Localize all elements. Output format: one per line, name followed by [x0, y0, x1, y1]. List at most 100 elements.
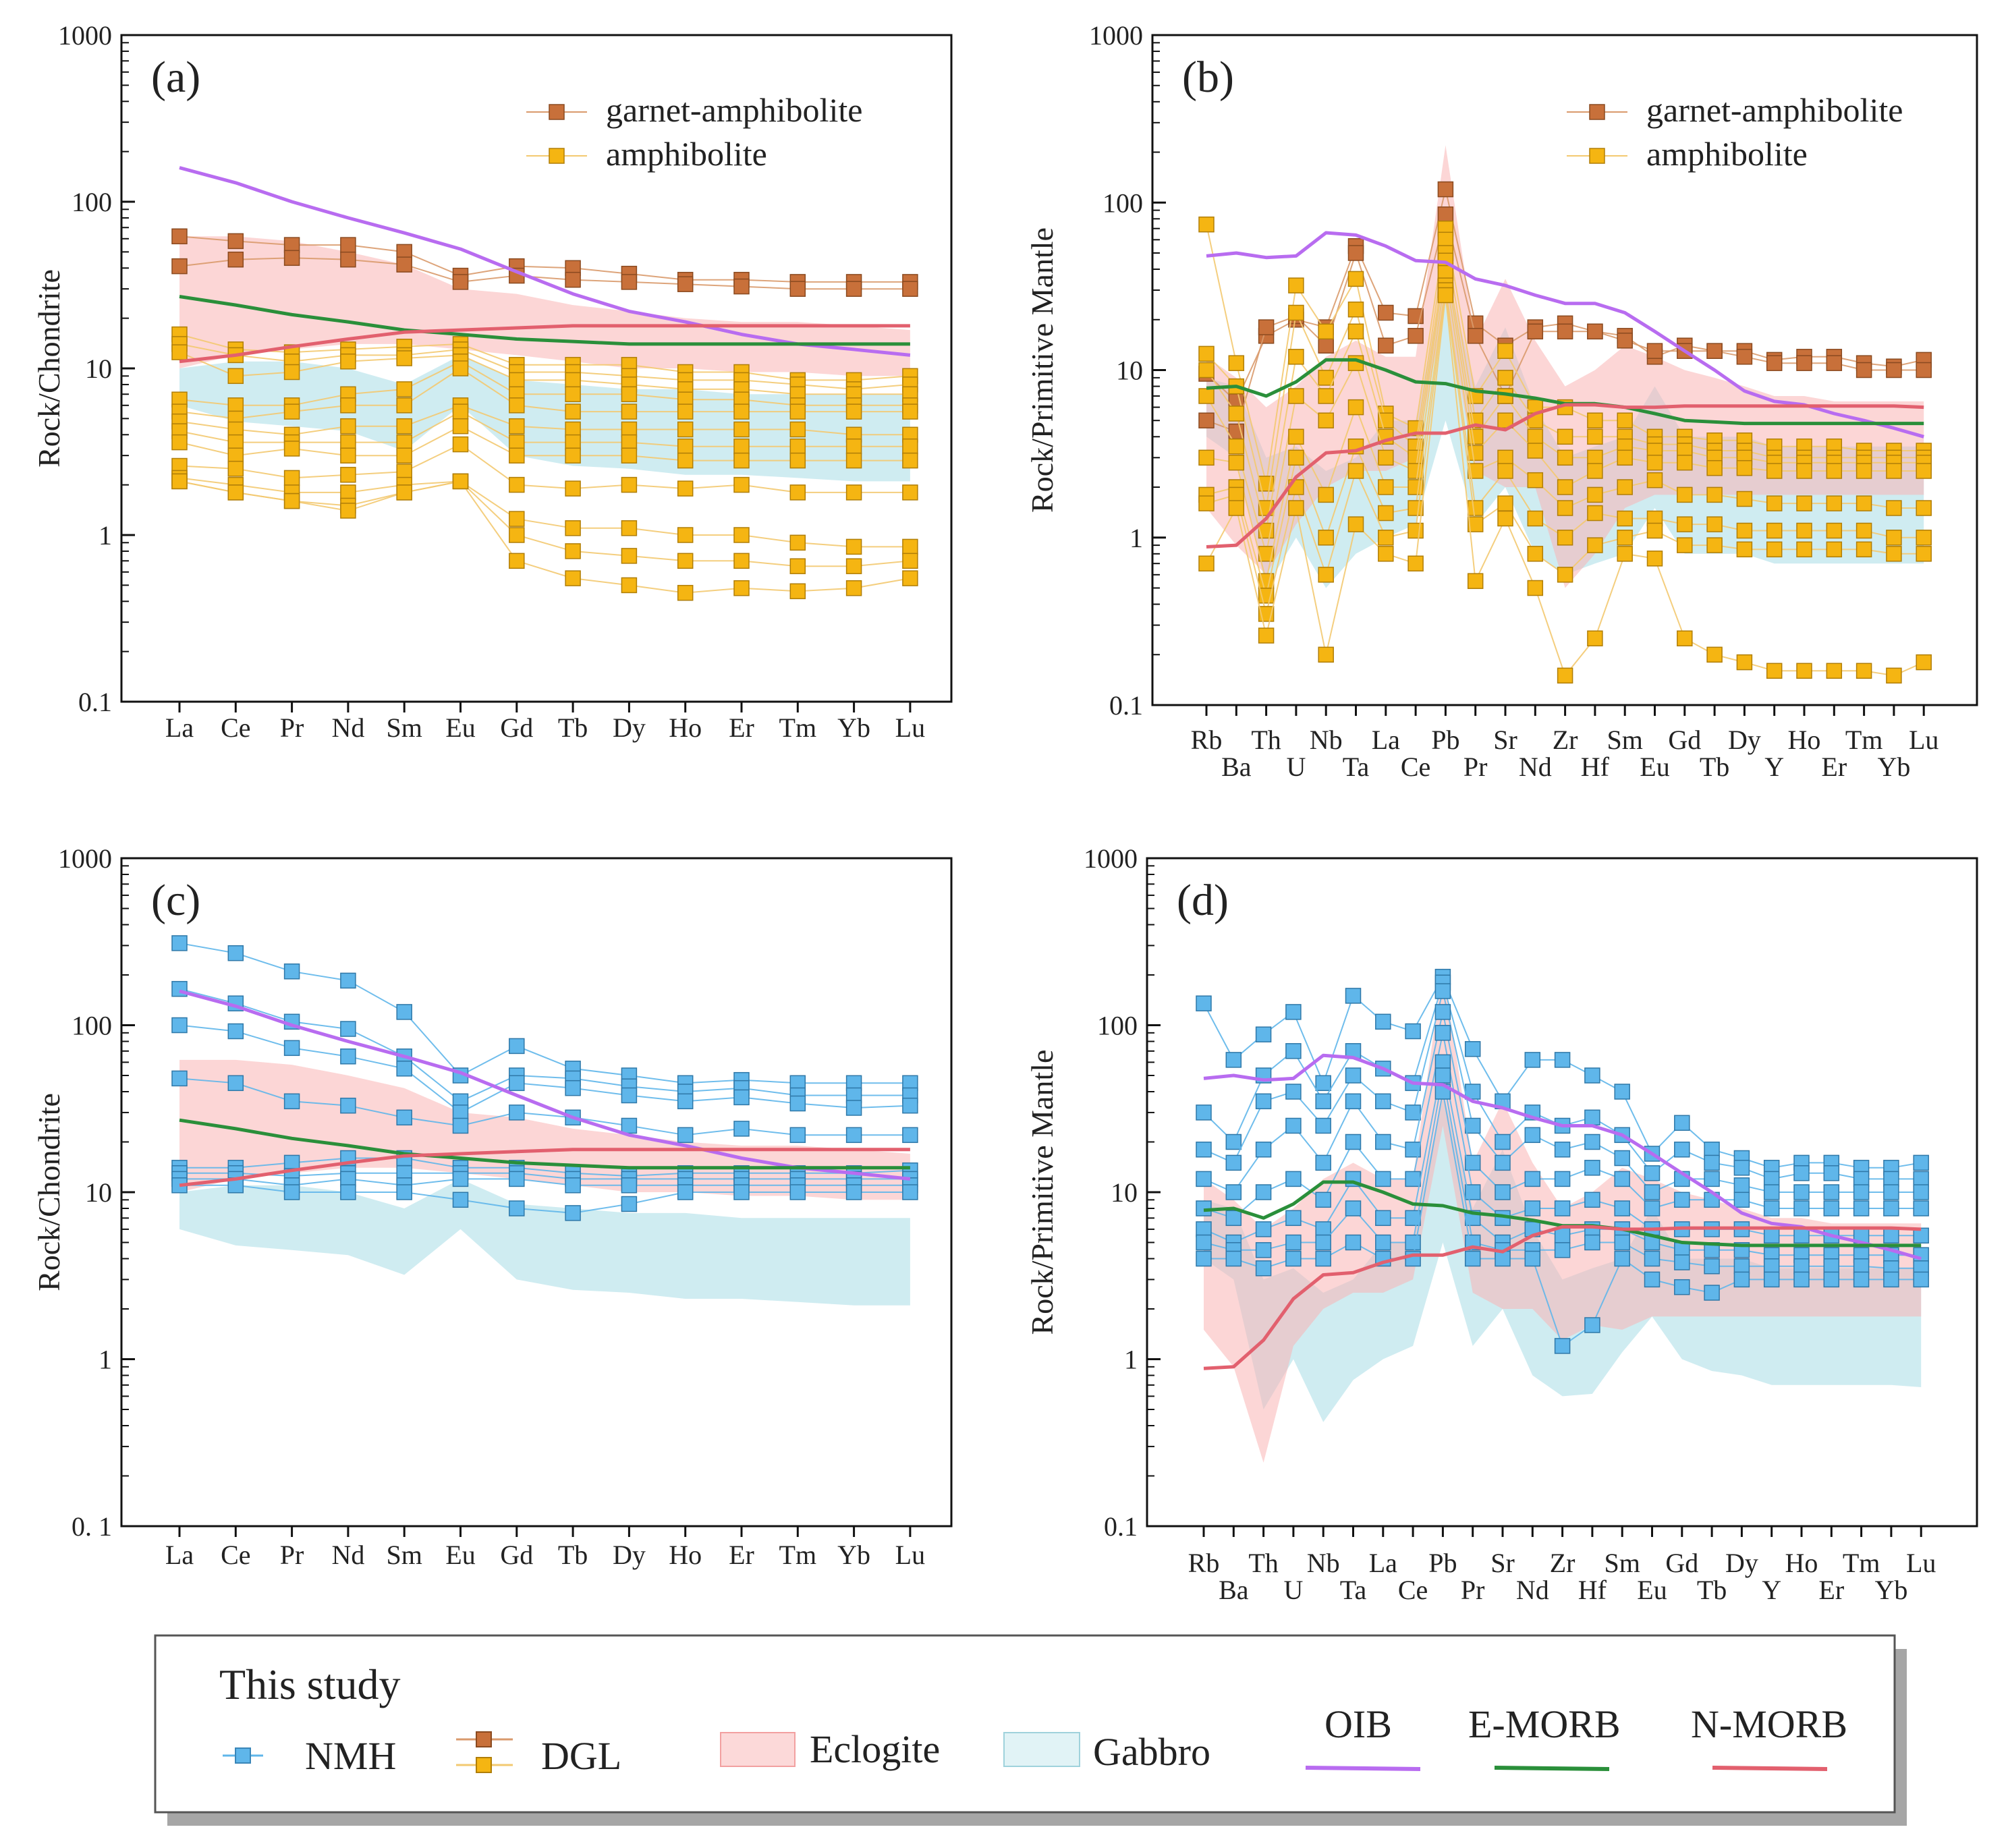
sample-point: [1464, 1041, 1481, 1057]
sample-point: [845, 1184, 862, 1200]
eclogite-band: [1206, 145, 1924, 588]
sample-point: [677, 1127, 694, 1144]
sample-point: [1378, 505, 1394, 522]
sample-point: [171, 228, 188, 245]
x-tick-label: Ho: [669, 712, 702, 743]
x-tick-label: Er: [1821, 752, 1847, 782]
y-tick-label: 0.1: [1109, 690, 1143, 721]
sample-point: [845, 403, 862, 420]
sample-point: [1916, 546, 1932, 562]
sample-point: [1315, 1221, 1331, 1237]
sample-point: [1318, 337, 1334, 354]
legend-nmh-marker: [235, 1747, 251, 1764]
sample-point: [1886, 500, 1902, 516]
sample-point: [902, 1097, 918, 1114]
sample-point: [227, 945, 244, 961]
sample-point: [227, 397, 244, 414]
sample-point: [1378, 304, 1394, 321]
y-tick-label: 10: [85, 1177, 112, 1208]
sample-point: [1614, 1234, 1630, 1251]
legend-label-amph: amphibolite: [606, 135, 767, 173]
x-tick-label: Ba: [1219, 1575, 1249, 1605]
sample-point: [1587, 323, 1603, 340]
sample-point: [171, 258, 188, 275]
sample-point: [1617, 510, 1633, 527]
sample-point: [1407, 522, 1424, 539]
sample-point: [1646, 343, 1663, 359]
sample-point: [1796, 463, 1812, 479]
panel-legend: garnet-amphibolite amphibolite: [526, 91, 862, 173]
x-tick-label: Sm: [387, 1540, 422, 1570]
sample-point: [340, 237, 356, 253]
sample-point: [789, 558, 806, 574]
sample-point: [1706, 486, 1723, 503]
sample-point: [1527, 323, 1544, 340]
nmorb-line: [1203, 1225, 1922, 1370]
sample-point: [1886, 362, 1902, 379]
sample-point: [396, 256, 412, 273]
sample-point: [1347, 399, 1364, 416]
sample-point: [1557, 567, 1573, 583]
sample-point: [1285, 1171, 1302, 1187]
sample-point: [621, 548, 638, 564]
sample-point: [565, 480, 581, 497]
sample-point: [1674, 1115, 1690, 1131]
x-tick-label: Lu: [1909, 725, 1939, 755]
sample-series-garnet: [171, 250, 918, 297]
sample-point: [1407, 555, 1424, 571]
sample-point: [733, 553, 750, 569]
sample-point: [452, 360, 469, 376]
sample-point: [1225, 1210, 1242, 1227]
sample-point: [1853, 1171, 1870, 1187]
y-tick-label: 1: [99, 520, 112, 551]
sample-point: [1288, 449, 1304, 466]
sample-point: [1285, 1210, 1302, 1227]
sample-point: [1318, 412, 1334, 428]
sample-point: [509, 1104, 525, 1121]
sample-point: [1375, 1133, 1391, 1150]
sample-point: [1318, 567, 1334, 583]
sample-point: [1554, 1242, 1571, 1258]
sample-point: [452, 1171, 469, 1187]
sample-point: [1557, 428, 1573, 445]
x-tick-label: Gd: [500, 1540, 533, 1570]
sample-point: [1704, 1285, 1720, 1301]
legend-dgl-marker-bottom: [476, 1757, 492, 1773]
sample-point: [171, 344, 188, 360]
sample-point: [1228, 405, 1245, 422]
sample-point: [396, 1184, 412, 1200]
sample-point: [1677, 486, 1693, 503]
sample-series-amph: [1198, 287, 1932, 684]
plot-area: [171, 935, 918, 1306]
sample-line: [179, 1077, 910, 1136]
sample-point: [1793, 1227, 1810, 1244]
sample-point: [283, 1154, 300, 1171]
sample-point: [621, 403, 638, 420]
sample-point: [1315, 1250, 1331, 1267]
sample-point: [340, 418, 356, 435]
panel-c: 0. 1 1 10 100 1000 La Ce Pr Nd Sm Eu Gd Tb Dy Ho Er Tm Yb…: [32, 843, 953, 1570]
sample-point: [1826, 663, 1843, 679]
sample-point: [565, 1205, 581, 1221]
x-tick-label: La: [1369, 1548, 1397, 1578]
sample-point: [1823, 1200, 1840, 1216]
sample-point: [1584, 1317, 1600, 1333]
sample-point: [565, 372, 581, 389]
sample-point: [621, 1196, 638, 1212]
sample-point: [1677, 537, 1693, 553]
x-tick-label: Nd: [1516, 1575, 1549, 1605]
legend-label-garnet: garnet-amphibolite: [606, 91, 862, 129]
legend-label-garnet: garnet-amphibolite: [1646, 91, 1903, 129]
x-tick-label: Sm: [1607, 725, 1643, 755]
sample-point: [1497, 463, 1513, 479]
sample-point: [677, 480, 694, 497]
sample-point: [1587, 463, 1603, 479]
x-tick-label: Sr: [1490, 1548, 1515, 1578]
sample-point: [1315, 1192, 1331, 1208]
sample-point: [1584, 1109, 1600, 1126]
x-tick-label: Er: [729, 1540, 754, 1570]
y-axis-title: Rock/Chondrite: [32, 269, 66, 468]
x-tick-label: Ho: [1788, 725, 1821, 755]
sample-point: [1285, 1043, 1302, 1059]
nmorb-line: [179, 1148, 910, 1187]
